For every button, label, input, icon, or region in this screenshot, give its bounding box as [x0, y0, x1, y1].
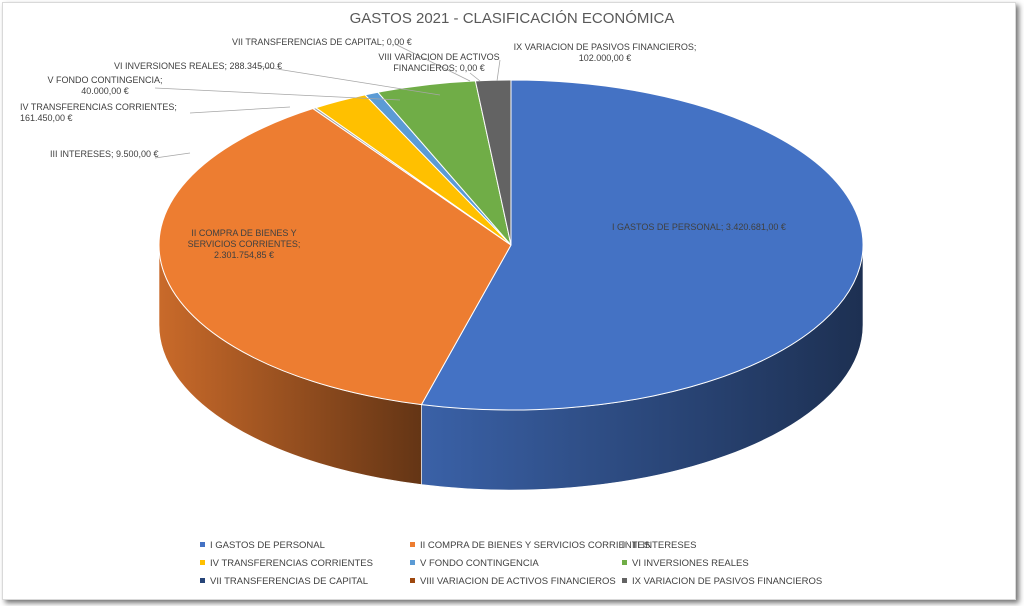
- data-label-i: I GASTOS DE PERSONAL; 3.420.681,00 €: [612, 222, 786, 232]
- chart-title: GASTOS 2021 - CLASIFICACIÓN ECONÓMICA: [349, 10, 675, 27]
- legend-item-vi: VI INVERSIONES REALES: [622, 558, 749, 569]
- leader-line-7: [394, 43, 471, 82]
- pie-slice-2: [158, 108, 512, 406]
- legend-swatch: [622, 542, 627, 547]
- pie-tops: [158, 79, 864, 411]
- legend-item-ii: II COMPRA DE BIENES Y SERVICIOS CORRIENT…: [410, 540, 650, 551]
- legend-item-i: I GASTOS DE PERSONAL: [200, 540, 325, 551]
- legend-swatch: [410, 542, 415, 547]
- legend-item-ix: IX VARIACION DE PASIVOS FINANCIEROS: [622, 576, 822, 587]
- legend-item-iv: IV TRANSFERENCIAS CORRIENTES: [200, 558, 373, 569]
- legend-swatch: [622, 560, 627, 565]
- legend-swatch: [200, 542, 205, 547]
- legend-item-iii: III INTERESES: [622, 540, 696, 551]
- legend-swatch: [200, 560, 205, 565]
- data-label-v: V FONDO CONTINGENCIA; 40.000,00 €: [47, 75, 163, 96]
- leader-lines: [154, 43, 501, 159]
- leader-line-5: [154, 87, 401, 101]
- data-label-viii: VIII VARIACION DE ACTIVOS FINANCIEROS; 0…: [378, 52, 500, 73]
- pie-slice-1: [420, 79, 864, 411]
- leader-line-6: [257, 65, 441, 96]
- legend-item-viii: VIII VARIACION DE ACTIVOS FINANCIEROS: [410, 576, 616, 587]
- legend-item-vii: VII TRANSFERENCIAS DE CAPITAL: [200, 576, 368, 587]
- legend-swatch: [622, 578, 627, 583]
- data-label-ix: IX VARIACION DE PASIVOS FINANCIEROS; 102…: [513, 42, 697, 63]
- leader-line-4: [189, 106, 291, 114]
- legend-swatch: [200, 578, 205, 583]
- data-label-iv: IV TRANSFERENCIAS CORRIENTES; 161.450,00…: [20, 102, 177, 123]
- legend: I GASTOS DE PERSONAL II COMPRA DE BIENES…: [190, 540, 830, 594]
- legend-swatch: [410, 578, 415, 583]
- leader-line-8: [469, 72, 481, 82]
- leader-line-9: [496, 59, 501, 82]
- data-label-vi: VI INVERSIONES REALES; 288.345,00 €: [114, 61, 283, 71]
- data-label-vii: VII TRANSFERENCIAS DE CAPITAL; 0,00 €: [232, 37, 412, 47]
- legend-item-v: V FONDO CONTINGENCIA: [410, 558, 539, 569]
- data-label-iii: III INTERESES; 9.500,00 €: [50, 149, 159, 159]
- data-label-ii: II COMPRA DE BIENES Y SERVICIOS CORRIENT…: [187, 228, 301, 260]
- leader-line-3: [154, 152, 191, 159]
- pie-slice-9: [474, 79, 512, 246]
- legend-swatch: [410, 560, 415, 565]
